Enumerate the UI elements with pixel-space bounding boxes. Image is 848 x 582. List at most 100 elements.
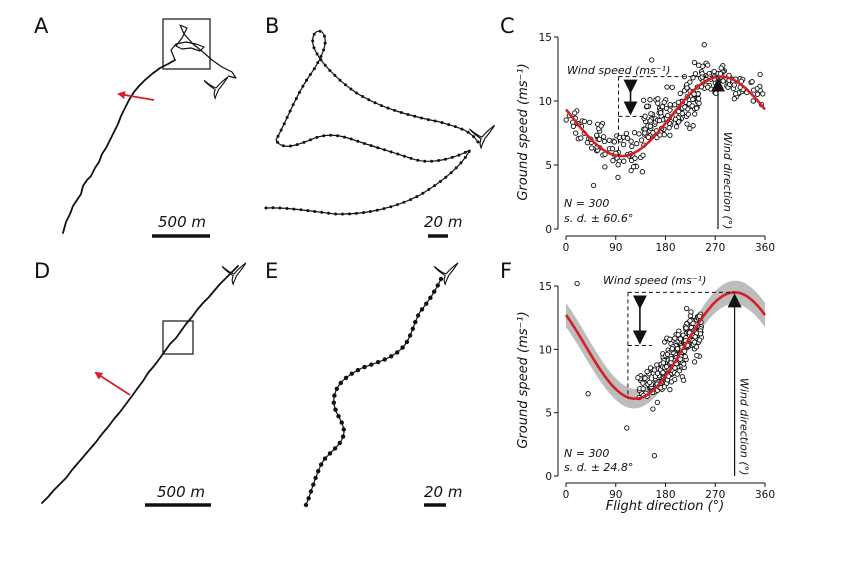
panel-c-wind-annotation <box>618 76 726 229</box>
panel-f-point-162 <box>675 332 681 338</box>
panel-e-fix-16 <box>369 362 374 367</box>
panel-d-flight-track <box>41 265 239 504</box>
panel-label-b: B <box>265 14 279 38</box>
panel-b-fix-93 <box>382 207 386 211</box>
panel-b-fix-55 <box>315 135 319 139</box>
panel-c-point-261 <box>696 62 702 68</box>
panel-a-heading-arrow <box>117 91 155 101</box>
panel-c-point-257 <box>717 71 724 77</box>
panel-b-fix-104 <box>306 209 310 213</box>
panel-f-point-46 <box>651 367 658 373</box>
panel-f-sd-label: s. d. ± 24.8° <box>564 461 633 474</box>
panel-b-scalebar-label: 20 m <box>424 213 462 231</box>
panel-c-y-axis: 0 5 10 15 <box>539 32 559 236</box>
panel-e-fix-25 <box>333 407 338 412</box>
panel-e-fix-15 <box>375 360 381 365</box>
panel-c-point-264 <box>718 65 724 71</box>
panel-b-fix-68 <box>402 154 406 158</box>
panel-b-fix-8 <box>426 118 430 122</box>
panel-c-point-300 <box>590 182 597 189</box>
panel-f-point-90 <box>667 386 673 393</box>
panel-b-fix-49 <box>276 140 279 144</box>
panel-c-x-tick-label-2: 180 <box>655 242 675 254</box>
panel-c-point-25 <box>584 140 591 146</box>
panel-b-fix-59 <box>343 135 346 139</box>
panel-b-fix-72 <box>430 159 434 163</box>
panel-e-fix-6 <box>415 313 421 318</box>
panel-e-fix-22 <box>334 386 339 391</box>
panel-e-fix-35 <box>316 469 321 474</box>
panel-b-fix-69 <box>409 156 413 160</box>
panel-f-point-295 <box>574 280 580 287</box>
panel-c-point-205 <box>690 96 696 102</box>
panel-f-point-296 <box>624 425 630 431</box>
panel-b-fix-60 <box>349 137 353 141</box>
panel-b-track-zoom: 20 m <box>264 29 496 238</box>
panel-e-fix-11 <box>400 345 405 350</box>
panel-f-x-tick-label-0: 0 <box>563 489 570 501</box>
panel-e-fix-40 <box>303 502 309 508</box>
panel-c-point-41 <box>602 164 608 170</box>
panel-b-fix-50 <box>281 144 285 148</box>
panel-label-c: C <box>500 14 515 38</box>
panel-b-fix-52 <box>295 143 299 147</box>
panel-c-wind-speed-label: Wind speed (ms⁻¹) <box>567 64 670 77</box>
panel-c-point-179 <box>685 111 691 117</box>
panel-f-point-113 <box>672 335 678 341</box>
panel-d-bird-icon <box>221 262 247 285</box>
panel-b-fix-51 <box>288 144 292 148</box>
panel-b-fix-14 <box>386 106 390 110</box>
panel-b-fix-92 <box>389 205 393 209</box>
panel-c-point-139 <box>642 113 648 119</box>
panel-b-fix-40 <box>301 84 305 88</box>
panel-d-heading-arrow <box>94 371 131 396</box>
panel-a-zoom-box <box>162 18 211 70</box>
panel-b-fix-61 <box>356 139 360 143</box>
panel-f-point-55 <box>654 370 661 376</box>
panel-b-fix-105 <box>299 208 303 212</box>
panel-f-x-tick-label-1: 90 <box>609 489 622 501</box>
panel-b-fix-100 <box>334 212 338 216</box>
panel-e-fix-38 <box>308 489 314 494</box>
panel-b-fix-5 <box>447 123 451 127</box>
panel-e-fix-28 <box>341 427 346 432</box>
panel-e-fix-33 <box>322 456 328 461</box>
panel-b-fix-108 <box>278 206 282 210</box>
panel-c-point-212 <box>645 134 651 140</box>
panel-b-fix-77 <box>463 150 467 154</box>
panel-b-fix-99 <box>341 212 344 216</box>
panel-c-x-tick-label-4: 360 <box>755 242 775 254</box>
panel-d-track-map: 500 m <box>41 262 247 507</box>
panel-b-fix-26 <box>319 58 323 62</box>
panel-c-point-78 <box>623 130 630 137</box>
panel-c-point-141 <box>667 132 673 138</box>
panel-c-point-44 <box>628 167 634 174</box>
panel-c-point-49 <box>629 143 635 150</box>
panel-b-fix-9 <box>420 116 423 120</box>
panel-f-point-32 <box>640 385 646 392</box>
panel-d-scalebar-label: 500 m <box>157 483 205 501</box>
panel-c-point-21 <box>563 117 569 123</box>
panel-c-point-81 <box>638 137 645 143</box>
panel-c-point-180 <box>684 121 690 127</box>
panel-b-fix-18 <box>361 95 365 98</box>
panel-e-fix-14 <box>382 357 387 362</box>
panel-b-fix-44 <box>288 109 292 113</box>
panel-c-point-199 <box>647 118 653 124</box>
panel-c-point-280 <box>760 91 766 97</box>
panel-b-fix-30 <box>312 32 316 36</box>
panel-c-point-211 <box>672 116 679 122</box>
panel-f-wind-direction-label: Wind direction (°) <box>738 378 751 475</box>
panel-c-point-99 <box>692 111 698 117</box>
panel-c-point-24 <box>587 119 593 126</box>
panel-e-fix-24 <box>331 400 336 405</box>
panel-c-point-64 <box>631 129 638 136</box>
panel-e-flight-track <box>305 278 442 506</box>
panel-c-sd-label: s. d. ± 60.6° <box>564 212 633 225</box>
panel-c-point-119 <box>655 96 661 102</box>
panel-b-fix-78 <box>467 150 471 153</box>
panel-c-point-72 <box>639 169 646 175</box>
panel-c-point-132 <box>690 123 696 129</box>
panel-e-track-fixes <box>303 276 444 508</box>
panel-e-fix-9 <box>407 333 413 338</box>
